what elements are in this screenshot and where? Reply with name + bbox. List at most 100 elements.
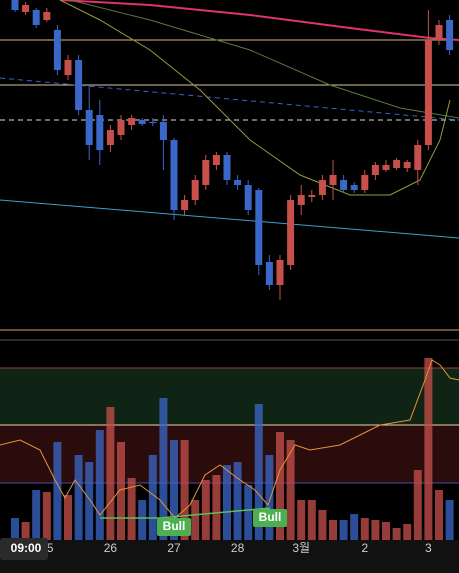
volume-bar [371,520,380,540]
volume-bar [42,492,51,540]
badge [253,509,287,527]
volume-bar [201,480,210,540]
candle-body [117,120,125,135]
candle-body [265,262,273,285]
decor [0,0,459,484]
volume-bar [95,430,104,540]
volume-bar [32,490,41,540]
volume-bar [223,465,231,540]
candle-body [22,5,30,12]
candle-body [414,145,422,170]
candle-body [350,185,358,190]
candle-body [212,155,220,165]
decor [0,359,459,573]
candle-body [138,120,146,124]
volume-bar [276,432,284,540]
volume-bar [74,455,83,540]
candle-body [446,20,454,50]
candle-body [181,200,189,210]
volume-bar [21,522,30,540]
trend-line [0,199,459,239]
volume-bar [244,485,253,540]
candle-body [371,165,379,175]
volume-bar [286,440,295,540]
volume-bar [339,520,348,540]
volume-bar [350,514,359,540]
volume-bar [138,500,147,540]
annotation: Bull [259,510,282,524]
x-tick-label: 2 [361,541,368,555]
x-tick-label: 27 [167,541,181,555]
volume-bar [170,440,178,540]
volume-bar [265,455,274,540]
candle-body [170,140,178,210]
volume-bar [413,470,422,540]
volume-bar [64,495,72,540]
volume-bar [307,500,316,540]
candle-body [424,40,432,145]
volume-bar [254,404,263,540]
x-tick-label: 28 [231,541,245,555]
volume-bar [11,518,19,540]
candle-body [329,175,337,185]
candle-body [435,25,443,40]
candle-body [75,60,83,110]
candle-body [191,180,199,200]
candle-body [43,12,51,20]
candle-body [340,180,348,190]
volume-bar [159,398,168,540]
candle-body [361,175,369,190]
candle-body [64,60,72,75]
candle-body [149,122,157,123]
volume-bar [53,442,62,540]
volume-bar [318,510,327,540]
volume-bar [382,522,390,540]
time-box [0,538,48,560]
volume-bar [127,478,136,540]
candle-body [276,260,284,285]
oscillator-line [0,359,459,519]
candle-body [382,165,390,170]
volume-bar [435,490,443,540]
volume-bar [424,358,433,540]
volume-bar [117,442,125,540]
candle-body [159,122,167,140]
x-tick-label: 26 [104,541,118,555]
volume-bar [297,500,306,540]
candle-body [106,130,114,145]
volume-bar [106,407,115,540]
candle-body [244,185,252,210]
candle-body [11,0,19,10]
candle-body [403,162,411,168]
candle-body [297,195,305,205]
candle-body [53,30,61,70]
zone [0,368,459,425]
badge [157,518,191,536]
candle-body [202,160,210,185]
candle-body [32,10,40,25]
candle-body [223,155,231,180]
candle-body [308,195,316,197]
volume-bar [180,440,189,540]
ma-line [59,0,459,41]
candle-body [287,200,295,265]
axis-bar [0,540,459,573]
candle-body [255,190,263,265]
ma-line [59,0,451,196]
x-tick-label: 3월 [292,541,310,555]
volume-bar [233,462,242,540]
volume-bar [191,500,200,540]
volume-bar [392,528,401,540]
candle-body [393,160,401,168]
time-label: 09:00 [11,541,42,555]
volume-bar [360,518,369,540]
volume-bar [445,500,454,540]
candle-body [85,110,93,145]
volume-bar [212,475,221,540]
annotation: Bull [163,519,186,533]
volume-bar [329,520,337,540]
candle-body [234,180,242,185]
x-tick-label: 3 [425,541,432,555]
ma-line [69,0,459,119]
